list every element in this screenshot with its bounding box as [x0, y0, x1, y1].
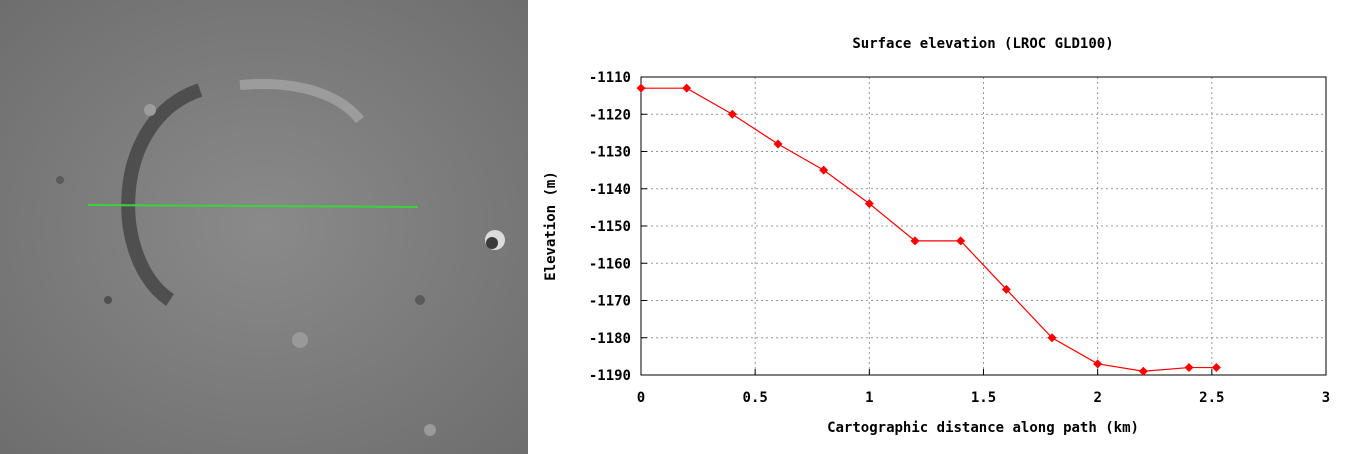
crater: [424, 424, 436, 436]
y-axis-label: Elevation (m): [543, 171, 559, 281]
data-point: [910, 236, 920, 246]
x-tick-label: 0: [637, 390, 645, 406]
crater: [56, 176, 64, 184]
crater-rim-light: [239, 79, 364, 124]
crater: [486, 237, 498, 249]
x-tick-label: 2: [1093, 390, 1101, 406]
crater-rim-shadow: [121, 83, 203, 306]
data-point: [1184, 363, 1194, 373]
data-point: [1093, 359, 1103, 369]
y-tick-label: -1110: [589, 70, 631, 86]
data-point: [1138, 366, 1148, 376]
data-point: [727, 109, 737, 119]
chart-title: Surface elevation (LROC GLD100): [852, 36, 1113, 52]
y-tick-label: -1120: [589, 107, 631, 123]
x-tick-label: 0.5: [743, 390, 768, 406]
crater: [292, 332, 308, 348]
profile-path: [87, 204, 419, 208]
x-tick-label: 1: [865, 390, 873, 406]
plot-border: [640, 76, 1327, 376]
data-line: [641, 87, 1217, 372]
crater: [144, 104, 156, 116]
surface-image: [0, 0, 528, 454]
data-point: [1211, 363, 1221, 373]
x-tick-label: 3: [1322, 390, 1330, 406]
data-point: [956, 236, 966, 246]
data-point: [819, 165, 829, 175]
y-tick-label: -1190: [589, 368, 631, 384]
data-point: [1001, 284, 1011, 294]
x-axis-label: Cartographic distance along path (km): [827, 420, 1139, 436]
data-point: [1047, 333, 1057, 343]
image-background: [0, 0, 528, 454]
y-tick-label: -1130: [589, 145, 631, 161]
crater: [104, 296, 112, 304]
data-point: [864, 199, 874, 209]
y-tick-label: -1150: [589, 219, 631, 235]
y-tick-label: -1170: [589, 294, 631, 310]
x-tick-label: 1.5: [971, 390, 996, 406]
y-tick-label: -1160: [589, 256, 631, 272]
y-tick-label: -1180: [589, 331, 631, 347]
data-point: [636, 83, 646, 93]
crater: [415, 295, 425, 305]
data-point: [773, 139, 783, 149]
data-point: [682, 83, 692, 93]
y-tick-label: -1140: [589, 182, 631, 198]
x-tick-label: 2.5: [1199, 390, 1224, 406]
